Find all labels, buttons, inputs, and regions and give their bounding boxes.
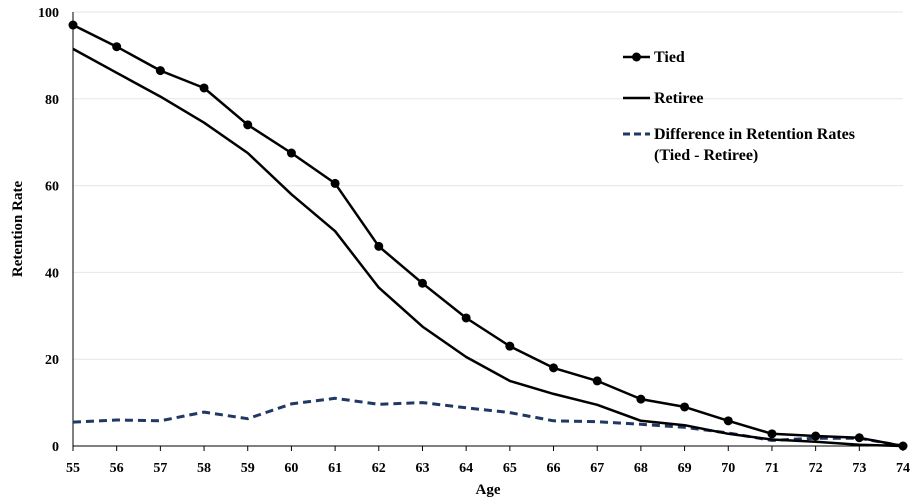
tied-data-point xyxy=(417,278,427,288)
tied-data-point xyxy=(898,441,908,451)
tied-data-point xyxy=(767,429,777,439)
series-line-0 xyxy=(72,23,904,448)
y-tick-label: 40 xyxy=(45,266,59,281)
legend-label-1: Retiree xyxy=(654,90,703,107)
axes: 0 20 40 60 80 100 55 56 57 58 59 60 61 62 63 64 65 66 67 68… xyxy=(38,6,910,476)
x-tick-label: 72 xyxy=(809,461,823,476)
tied-data-point xyxy=(461,313,471,323)
tied-data-point xyxy=(723,416,733,426)
legend-marker xyxy=(632,52,641,62)
series-line-2 xyxy=(72,396,904,448)
tied-data-point xyxy=(374,241,384,251)
tied-data-point xyxy=(155,66,165,76)
x-tick-label: 73 xyxy=(852,461,866,476)
tied-data-point xyxy=(636,394,646,404)
x-tick-label: 70 xyxy=(721,461,735,476)
x-tick-label: 58 xyxy=(197,461,211,476)
x-tick-label: 63 xyxy=(415,461,429,476)
x-tick-label: 59 xyxy=(241,461,255,476)
legend-label-line: Difference in Retention Rates xyxy=(654,126,855,143)
tied-data-point xyxy=(243,120,253,130)
x-tick-label: 55 xyxy=(66,461,80,476)
y-tick-label: 60 xyxy=(45,180,59,195)
x-tick-label: 64 xyxy=(459,461,473,476)
legend-label-0: Tied xyxy=(654,49,685,66)
y-tick-label: 100 xyxy=(38,6,59,21)
tied-data-point xyxy=(199,83,209,93)
tied-data-point xyxy=(549,363,559,373)
y-tick-label: 80 xyxy=(45,93,59,108)
x-tick-label: 67 xyxy=(590,461,604,476)
x-tick-label: 71 xyxy=(765,461,779,476)
x-axis-label: Age xyxy=(476,482,501,498)
tied-data-point xyxy=(811,431,821,441)
x-tick-label: 68 xyxy=(634,461,648,476)
x-tick-label: 57 xyxy=(153,461,167,476)
legend-label-line: Retiree xyxy=(654,90,703,107)
x-tick-label: 56 xyxy=(110,461,124,476)
x-tick-label: 74 xyxy=(896,461,910,476)
x-tick-label: 66 xyxy=(547,461,561,476)
legend-label-2: Difference in Retention Rates (Tied - Ret… xyxy=(654,126,855,164)
tied-data-point xyxy=(680,402,690,412)
tied-data-point xyxy=(505,341,515,351)
tied-data-point xyxy=(592,376,602,386)
series xyxy=(68,20,908,451)
y-tick-label: 20 xyxy=(45,353,59,368)
gridlines xyxy=(73,11,903,360)
legend-label-line: Tied xyxy=(654,49,685,66)
tied-data-point xyxy=(68,20,78,30)
legend-label-line: (Tied - Retiree) xyxy=(654,147,758,164)
tied-data-point xyxy=(854,433,864,443)
x-tick-label: 62 xyxy=(372,461,386,476)
series-line-1 xyxy=(72,47,904,448)
legend: Tied Retiree Difference in Retention Rates… xyxy=(623,49,855,164)
tied-data-point xyxy=(330,178,340,188)
x-tick-label: 65 xyxy=(503,461,517,476)
y-axis-label: Retention Rate xyxy=(10,181,26,278)
x-tick-label: 69 xyxy=(678,461,692,476)
y-tick-label: 0 xyxy=(52,440,59,455)
x-tick-label: 61 xyxy=(328,461,342,476)
tied-data-point xyxy=(112,42,122,52)
x-tick-label: 60 xyxy=(284,461,298,476)
tied-data-point xyxy=(286,148,296,158)
